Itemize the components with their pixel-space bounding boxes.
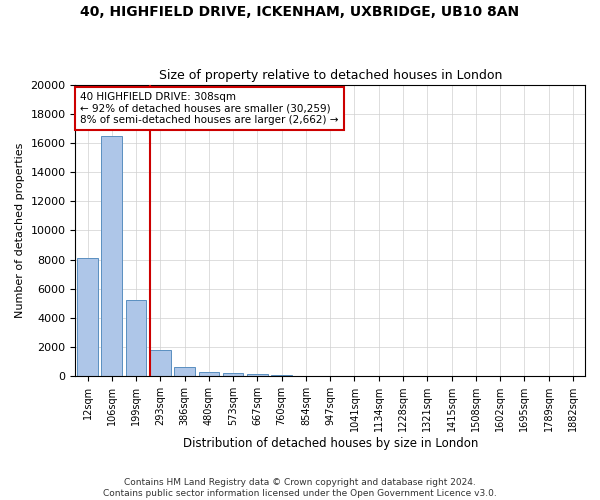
Title: Size of property relative to detached houses in London: Size of property relative to detached ho…: [158, 69, 502, 82]
Bar: [77, 258, 98, 376]
Text: 40, HIGHFIELD DRIVE, ICKENHAM, UXBRIDGE, UB10 8AN: 40, HIGHFIELD DRIVE, ICKENHAM, UXBRIDGE,…: [80, 5, 520, 19]
Bar: [101, 136, 122, 376]
Text: 40 HIGHFIELD DRIVE: 308sqm
← 92% of detached houses are smaller (30,259)
8% of s: 40 HIGHFIELD DRIVE: 308sqm ← 92% of deta…: [80, 92, 339, 125]
Bar: [150, 350, 170, 376]
Y-axis label: Number of detached properties: Number of detached properties: [15, 142, 25, 318]
Bar: [126, 300, 146, 376]
Bar: [247, 374, 268, 376]
Text: Contains HM Land Registry data © Crown copyright and database right 2024.
Contai: Contains HM Land Registry data © Crown c…: [103, 478, 497, 498]
Bar: [223, 374, 244, 376]
Bar: [271, 374, 292, 376]
Bar: [199, 372, 219, 376]
Bar: [174, 366, 195, 376]
X-axis label: Distribution of detached houses by size in London: Distribution of detached houses by size …: [182, 437, 478, 450]
